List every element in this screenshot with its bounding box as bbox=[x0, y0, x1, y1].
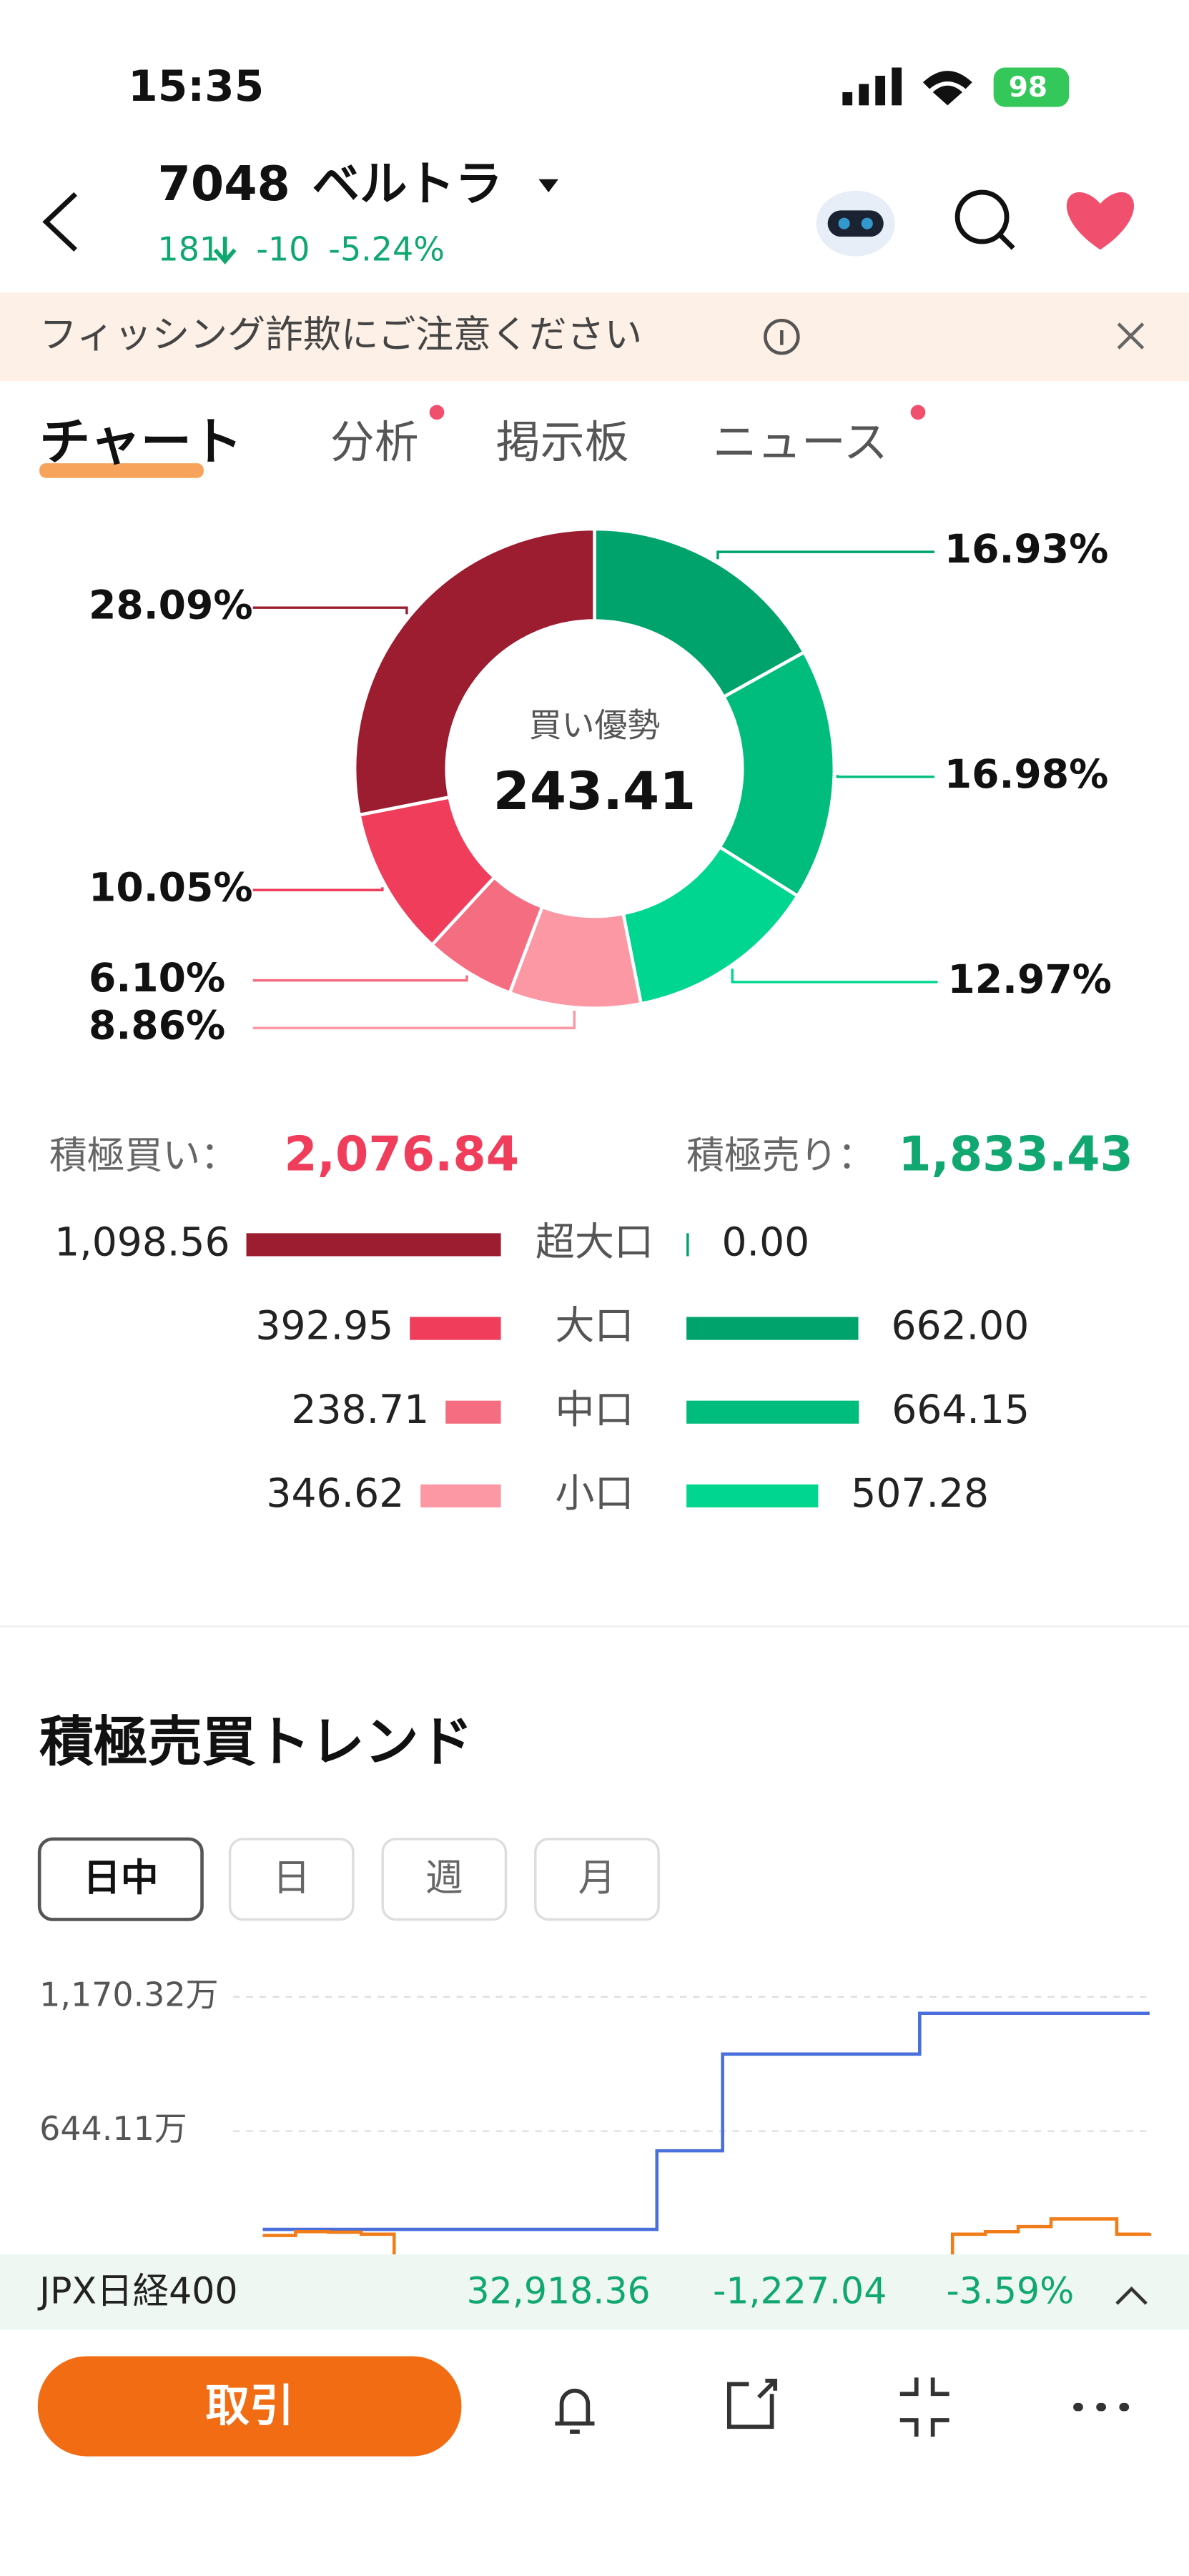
sell-value: 0.00 bbox=[722, 1219, 810, 1265]
period-label: 日中 bbox=[83, 1856, 159, 1900]
period-label: 月 bbox=[578, 1856, 616, 1900]
buy-value: 346.62 bbox=[266, 1470, 404, 1516]
battery: 98 bbox=[1009, 71, 1047, 104]
sell-bar bbox=[686, 1400, 859, 1424]
percent-label: 12.97% bbox=[947, 956, 1112, 1002]
percent-label: 16.98% bbox=[944, 751, 1109, 797]
donut-chart: 16.93% 16.98% 12.97% 8.86%6.10% 10.05% 28.09% bbox=[89, 526, 1112, 1048]
ticker-pct: -3.59% bbox=[946, 2270, 1074, 2312]
row-label: 大口 bbox=[555, 1303, 633, 1349]
sell-value: 664.15 bbox=[892, 1387, 1030, 1432]
favorite[interactable] bbox=[1066, 192, 1135, 250]
leader-line bbox=[731, 969, 938, 984]
percent-label: 8.86% bbox=[89, 1002, 225, 1048]
robot-icon[interactable] bbox=[816, 190, 895, 257]
back-button[interactable] bbox=[42, 192, 78, 252]
leader-line bbox=[716, 550, 934, 560]
percent-label: 10.05% bbox=[89, 864, 253, 910]
donut-segment bbox=[352, 527, 596, 817]
banner-text[interactable]: フィッシング詐欺にご注意ください bbox=[39, 313, 642, 357]
expand[interactable] bbox=[1115, 2287, 1148, 2305]
sell-bar bbox=[686, 1233, 689, 1257]
buy-value: 1,098.56 bbox=[54, 1219, 230, 1265]
period-button[interactable] bbox=[228, 1838, 355, 1921]
sell-bar bbox=[686, 1317, 859, 1340]
section-title: 積極売買トレンド bbox=[39, 1710, 473, 1773]
tab[interactable]: ニュース bbox=[713, 416, 888, 468]
tab[interactable]: 掲示板 bbox=[496, 416, 629, 468]
leader-line bbox=[252, 975, 468, 982]
sell-value: 507.28 bbox=[851, 1470, 989, 1516]
trade-button[interactable] bbox=[37, 2356, 462, 2457]
stock-name[interactable]: ベルトラ bbox=[312, 156, 502, 212]
buy-bar bbox=[445, 1400, 501, 1424]
period-button[interactable] bbox=[37, 1837, 204, 1921]
change-pct: -5.24% bbox=[328, 229, 444, 268]
trade-label: 取引 bbox=[205, 2379, 294, 2432]
trend-line bbox=[262, 2217, 1152, 2255]
info-icon bbox=[764, 318, 800, 355]
buy-title: 積極買い： bbox=[49, 1134, 238, 1177]
center-value: 243.41 bbox=[493, 761, 696, 822]
sell-title: 積極売り： bbox=[686, 1134, 875, 1177]
buy-value: 392.95 bbox=[255, 1303, 393, 1349]
tab[interactable]: 分析 bbox=[330, 416, 419, 468]
stock-code: 7048 bbox=[158, 156, 290, 212]
flow-table: 1,098.56 超大口 0.00 392.95 大口 662.00 238.71 中口 664… bbox=[54, 1219, 1030, 1516]
time: 15:35 bbox=[128, 62, 264, 112]
percent-label: 16.93% bbox=[944, 526, 1109, 572]
period-label: 日 bbox=[272, 1856, 310, 1900]
row-label: 中口 bbox=[555, 1387, 633, 1432]
sell-total: 1,833.43 bbox=[898, 1126, 1133, 1182]
period-button[interactable] bbox=[534, 1838, 660, 1921]
period-buttons: 日中 日 週 月 bbox=[37, 1837, 660, 1921]
period-label: 週 bbox=[425, 1856, 463, 1900]
donut-segment bbox=[593, 527, 806, 700]
close-banner[interactable] bbox=[1117, 322, 1145, 350]
tab[interactable]: チャート bbox=[39, 412, 242, 471]
change: -10 bbox=[256, 229, 310, 268]
period-button[interactable] bbox=[381, 1838, 508, 1921]
y-tick-label: 644.11万 bbox=[39, 2109, 187, 2148]
search-icon[interactable] bbox=[954, 189, 1015, 250]
status-icons bbox=[842, 67, 1070, 107]
y-tick-label: 1,170.32万 bbox=[39, 1975, 218, 2013]
buy-bar bbox=[410, 1317, 501, 1340]
ticker-bg bbox=[0, 2254, 1189, 2330]
buy-bar bbox=[246, 1233, 501, 1257]
percent-label: 6.10% bbox=[89, 955, 225, 1001]
tab-indicator bbox=[39, 463, 204, 478]
badge bbox=[910, 405, 926, 420]
dropdown[interactable] bbox=[538, 179, 558, 193]
leader-line bbox=[252, 1011, 576, 1029]
toolbar-icons[interactable] bbox=[555, 2377, 1130, 2437]
badge bbox=[429, 405, 445, 420]
leader-line bbox=[836, 775, 934, 778]
leader-line bbox=[252, 606, 408, 615]
divider bbox=[0, 1625, 1189, 1628]
trend-chart: 644.11万 1,170.32万 bbox=[39, 1975, 1152, 2255]
row-label: 超大口 bbox=[536, 1219, 653, 1265]
sell-value: 662.00 bbox=[891, 1303, 1029, 1349]
down-arrow bbox=[213, 237, 237, 264]
price: 181 bbox=[158, 229, 221, 268]
banner-bg bbox=[0, 292, 1189, 382]
ticker-name[interactable]: JPX日経400 bbox=[37, 2270, 237, 2312]
donut-segment bbox=[717, 650, 837, 898]
center-label: 買い優勢 bbox=[529, 705, 661, 744]
buy-bar bbox=[420, 1484, 501, 1507]
row-label: 小口 bbox=[555, 1470, 633, 1516]
ticker-change: -1,227.04 bbox=[713, 2270, 887, 2312]
trend-line bbox=[262, 2011, 1150, 2231]
buy-total: 2,076.84 bbox=[284, 1126, 519, 1182]
sell-bar bbox=[686, 1484, 819, 1507]
leader-line bbox=[252, 887, 384, 892]
percent-label: 28.09% bbox=[89, 582, 253, 628]
buy-value: 238.71 bbox=[291, 1387, 429, 1432]
ticker-price: 32,918.36 bbox=[467, 2270, 651, 2312]
